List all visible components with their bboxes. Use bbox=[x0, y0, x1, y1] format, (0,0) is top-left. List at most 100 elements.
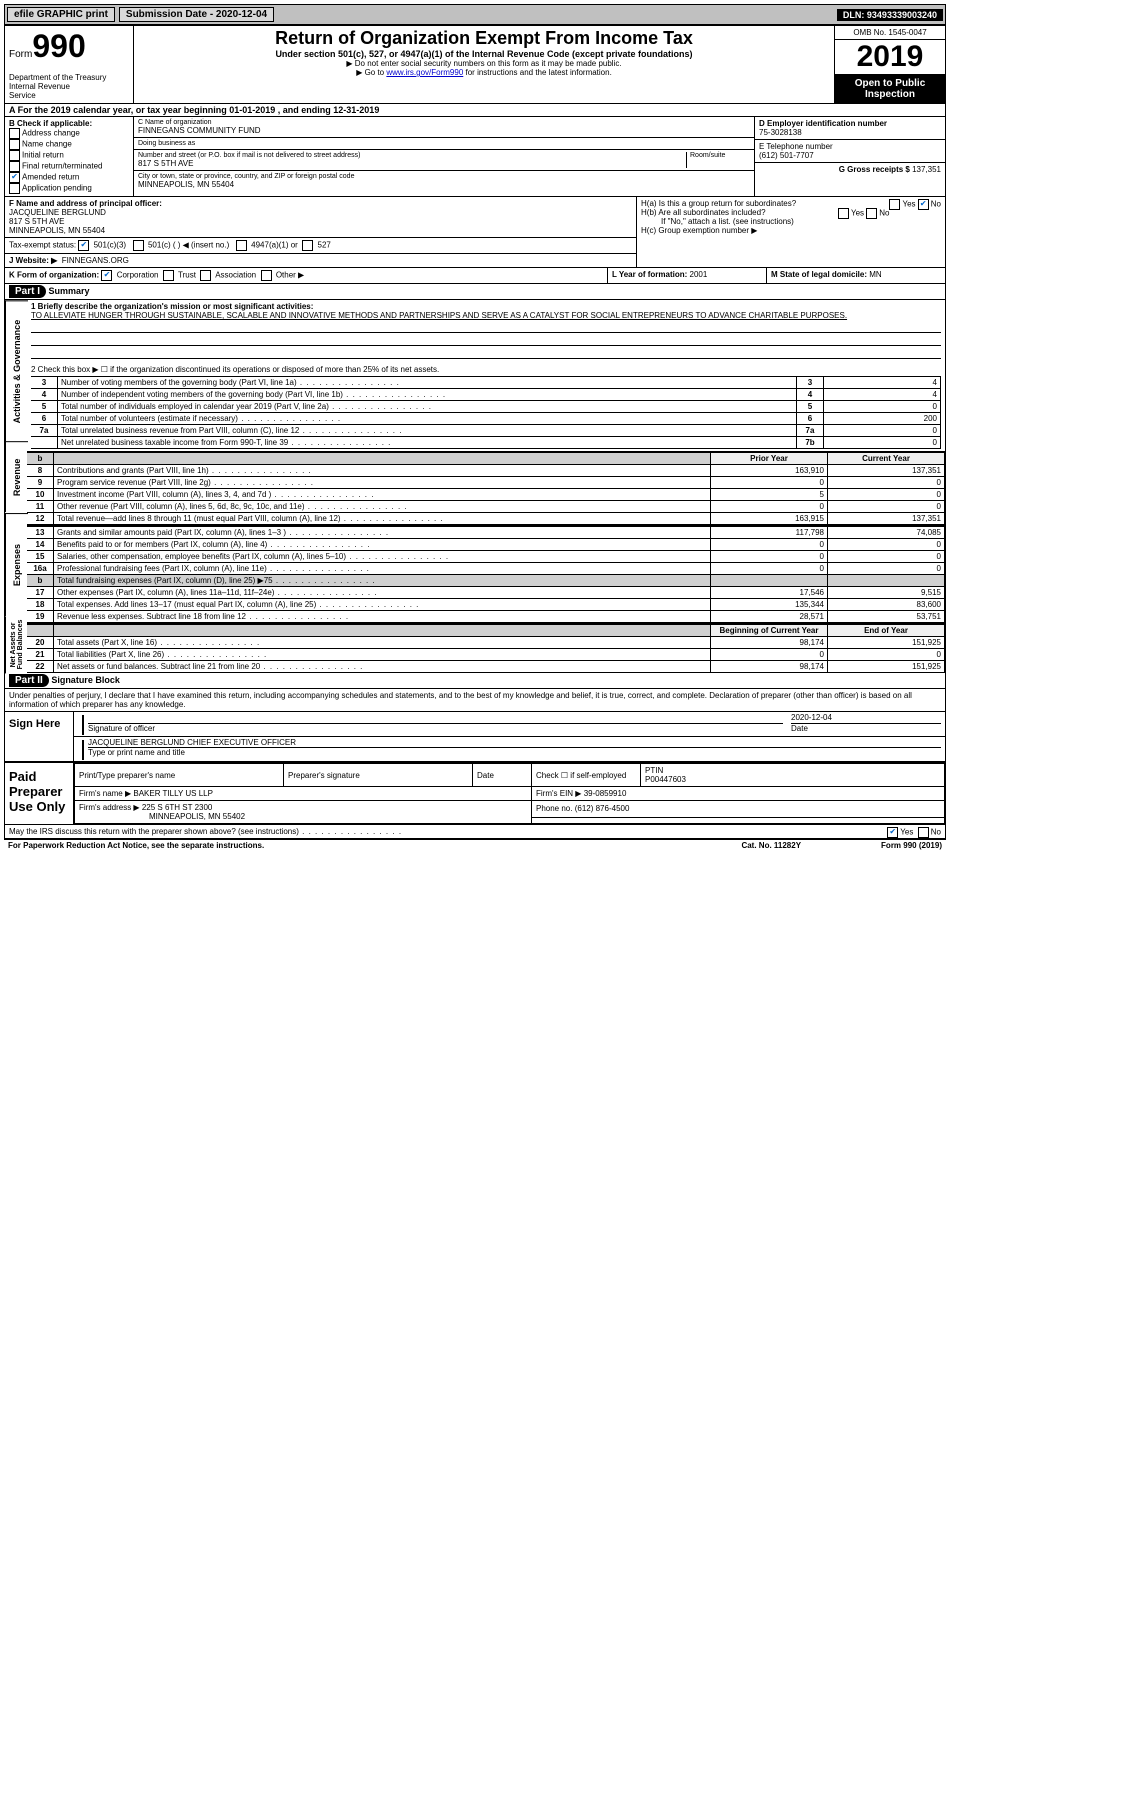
chk-amended-return[interactable] bbox=[9, 172, 20, 183]
hdr-end-year: End of Year bbox=[828, 625, 945, 637]
chk-other[interactable] bbox=[261, 270, 272, 281]
ein-label: D Employer identification number bbox=[759, 119, 941, 128]
chk-discuss-yes[interactable] bbox=[887, 827, 898, 838]
table-row: 12Total revenue—add lines 8 through 11 (… bbox=[27, 513, 945, 525]
chk-address-change[interactable] bbox=[9, 128, 20, 139]
part2-header-row: Part II Signature Block bbox=[5, 673, 945, 689]
discuss-row: May the IRS discuss this return with the… bbox=[5, 825, 945, 839]
footer-right: Form 990 (2019) bbox=[881, 841, 942, 850]
chk-501c[interactable] bbox=[133, 240, 144, 251]
hb-note: If "No," attach a list. (see instruction… bbox=[641, 217, 941, 226]
section-f: F Name and address of principal officer:… bbox=[5, 197, 636, 238]
chk-4947a1[interactable] bbox=[236, 240, 247, 251]
chk-hb-yes[interactable] bbox=[838, 208, 849, 219]
form-page: Form990 Department of the Treasury Inter… bbox=[4, 25, 946, 840]
efile-print-button[interactable]: efile GRAPHIC print bbox=[7, 7, 115, 22]
revenue-table: bPrior YearCurrent Year 8Contributions a… bbox=[27, 452, 945, 525]
officer-name-label: Type or print name and title bbox=[88, 748, 941, 757]
officer-label: F Name and address of principal officer: bbox=[9, 199, 162, 208]
chk-ha-no[interactable] bbox=[918, 199, 929, 210]
table-row: 18Total expenses. Add lines 13–17 (must … bbox=[27, 599, 945, 611]
part1-badge: Part I bbox=[9, 285, 46, 298]
table-row: 21Total liabilities (Part X, line 26)00 bbox=[27, 649, 945, 661]
side-net-assets: Net Assets or Fund Balances bbox=[5, 616, 28, 673]
lbl-501c3: 501(c)(3) bbox=[94, 241, 126, 250]
sign-here-block: Sign Here Signature of officer 2020-12-0… bbox=[5, 711, 945, 762]
phone-label: E Telephone number bbox=[759, 142, 941, 151]
signature-date: 2020-12-04 bbox=[791, 713, 941, 724]
paid-preparer-label: Paid Preparer Use Only bbox=[5, 763, 74, 824]
m-label: M State of legal domicile: bbox=[771, 270, 869, 279]
firm-phone: (612) 876-4500 bbox=[575, 804, 630, 813]
lbl-trust: Trust bbox=[178, 271, 196, 280]
irs-form990-link[interactable]: www.irs.gov/Form990 bbox=[386, 68, 463, 77]
discuss-text: May the IRS discuss this return with the… bbox=[9, 827, 402, 836]
firm-addr-label: Firm's address ▶ bbox=[79, 803, 142, 812]
chk-discuss-no[interactable] bbox=[918, 827, 929, 838]
chk-assoc[interactable] bbox=[200, 270, 211, 281]
table-row: 3Number of voting members of the governi… bbox=[31, 377, 941, 389]
table-row: 15Salaries, other compensation, employee… bbox=[27, 551, 945, 563]
hc-label: H(c) Group exemption number ▶ bbox=[641, 226, 941, 235]
table-row: 5Total number of individuals employed in… bbox=[31, 401, 941, 413]
dln-label: DLN: 93493339003240 bbox=[837, 9, 943, 21]
dba-label: Doing business as bbox=[138, 140, 750, 147]
officer-name-title: JACQUELINE BERGLUND CHIEF EXECUTIVE OFFI… bbox=[88, 738, 941, 748]
goto-suffix: for instructions and the latest informat… bbox=[463, 68, 612, 77]
section-d: D Employer identification number 75-3028… bbox=[755, 117, 945, 196]
side-expenses: Expenses bbox=[5, 513, 28, 616]
paid-preparer-block: Paid Preparer Use Only Print/Type prepar… bbox=[5, 762, 945, 825]
chk-name-change[interactable] bbox=[9, 139, 20, 150]
chk-initial-return[interactable] bbox=[9, 150, 20, 161]
signature-date-label: Date bbox=[791, 724, 941, 733]
chk-ha-yes[interactable] bbox=[889, 199, 900, 210]
table-row: 10Investment income (Part VIII, column (… bbox=[27, 489, 945, 501]
part1-header-row: Part I Summary bbox=[5, 284, 945, 300]
ptin-label: PTIN bbox=[645, 766, 663, 775]
block-bcd: B Check if applicable: Address change Na… bbox=[5, 117, 945, 197]
officer-name: JACQUELINE BERGLUND bbox=[9, 208, 106, 217]
prep-date-label: Date bbox=[473, 764, 532, 787]
table-row: Net unrelated business taxable income fr… bbox=[31, 437, 941, 449]
prep-name-label: Print/Type preparer's name bbox=[75, 764, 284, 787]
expenses-block: 13Grants and similar amounts paid (Part … bbox=[27, 526, 945, 624]
chk-application-pending[interactable] bbox=[9, 183, 20, 194]
form-990-number: 990 bbox=[32, 28, 85, 64]
chk-hb-no[interactable] bbox=[866, 208, 877, 219]
firm-name: BAKER TILLY US LLP bbox=[133, 789, 213, 798]
chk-trust[interactable] bbox=[163, 270, 174, 281]
open-to-public: Open to Public Inspection bbox=[835, 75, 945, 103]
row-klm: K Form of organization: Corporation Trus… bbox=[5, 268, 945, 284]
gross-label: G Gross receipts $ bbox=[839, 165, 912, 174]
chk-527[interactable] bbox=[302, 240, 313, 251]
m-value: MN bbox=[869, 270, 881, 279]
goto-prefix: ▶ Go to bbox=[356, 68, 386, 77]
submission-date-label: Submission Date - bbox=[126, 9, 216, 20]
firm-name-label: Firm's name ▶ bbox=[79, 789, 133, 798]
ha-label: H(a) Is this a group return for subordin… bbox=[641, 199, 796, 208]
governance-table: 3Number of voting members of the governi… bbox=[31, 376, 941, 449]
submission-date-value: 2020-12-04 bbox=[216, 9, 267, 20]
sign-here-label: Sign Here bbox=[5, 712, 74, 761]
chk-final-return[interactable] bbox=[9, 161, 20, 172]
block-fj: F Name and address of principal officer:… bbox=[5, 197, 945, 268]
signature-label: Signature of officer bbox=[88, 724, 783, 733]
mission-text: TO ALLEVIATE HUNGER THROUGH SUSTAINABLE,… bbox=[31, 311, 847, 320]
form-subtitle-2: ▶ Do not enter social security numbers o… bbox=[138, 59, 830, 68]
lbl-501c: 501(c) ( ) ◀ (insert no.) bbox=[148, 241, 229, 250]
chk-corp[interactable] bbox=[101, 270, 112, 281]
chk-501c3[interactable] bbox=[78, 240, 89, 251]
lbl-amended-return: Amended return bbox=[22, 173, 79, 182]
footer-mid: Cat. No. 11282Y bbox=[741, 841, 801, 850]
part2-badge: Part II bbox=[9, 674, 49, 687]
room-label: Room/suite bbox=[690, 152, 750, 159]
firm-addr1: 225 S 6TH ST 2300 bbox=[142, 803, 213, 812]
form-subtitle-3: ▶ Go to www.irs.gov/Form990 for instruct… bbox=[138, 68, 830, 77]
l-label: L Year of formation: bbox=[612, 270, 690, 279]
table-row: 17Other expenses (Part IX, column (A), l… bbox=[27, 587, 945, 599]
revenue-block: bPrior YearCurrent Year 8Contributions a… bbox=[27, 452, 945, 526]
section-b-title: B Check if applicable: bbox=[9, 119, 129, 128]
submission-date-button[interactable]: Submission Date - 2020-12-04 bbox=[119, 7, 274, 22]
org-name: FINNEGANS COMMUNITY FUND bbox=[138, 126, 750, 135]
firm-addr2: MINNEAPOLIS, MN 55402 bbox=[79, 812, 245, 821]
